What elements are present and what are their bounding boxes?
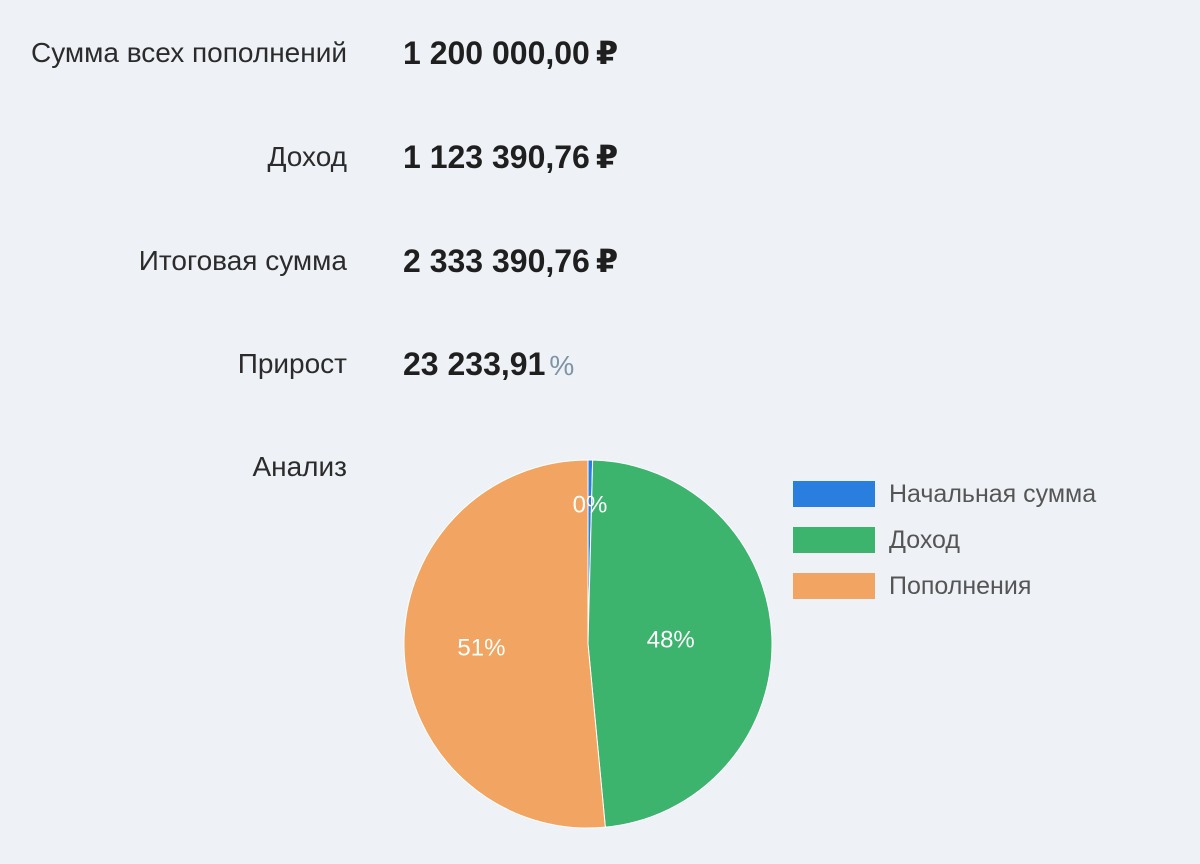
- pie-label-deposits: 51%: [457, 634, 505, 661]
- summary-row-growth: Прирост 23 233,91%: [0, 334, 1200, 394]
- income-value: 1 123 390,76 ₽: [403, 139, 619, 175]
- legend-label-deposits: Пополнения: [889, 572, 1032, 600]
- legend-label-income: Доход: [889, 526, 960, 554]
- summary-row-income: Доход 1 123 390,76 ₽: [0, 127, 1200, 187]
- growth-value: 23 233,91%: [403, 346, 575, 382]
- percent-sign: %: [549, 350, 575, 381]
- pie-label-initial: 0%: [573, 491, 608, 518]
- summary-row-total: Итоговая сумма 2 333 390,76 ₽: [0, 231, 1200, 291]
- total-value: 2 333 390,76 ₽: [403, 243, 619, 279]
- growth-label: Прирост: [237, 348, 347, 379]
- total-label: Итоговая сумма: [138, 245, 347, 276]
- legend-swatch-income: [793, 527, 875, 553]
- analysis-pie-chart[interactable]: 0% 48% 51%: [400, 456, 776, 832]
- pie-slice-deposits[interactable]: [403, 459, 606, 829]
- analysis-label: Анализ: [252, 451, 347, 482]
- legend-swatch-deposits: [793, 573, 875, 599]
- pie-label-income: 48%: [647, 626, 695, 653]
- pie-slice-income[interactable]: [587, 459, 773, 828]
- ruble-sign: ₽: [595, 35, 619, 71]
- deposits-value: 1 200 000,00 ₽: [403, 35, 619, 71]
- analysis-row: Анализ: [0, 437, 1200, 497]
- legend-swatch-initial: [793, 481, 875, 507]
- ruble-sign: ₽: [595, 243, 619, 279]
- ruble-sign: ₽: [595, 139, 619, 175]
- deposits-label: Сумма всех пополнений: [30, 37, 347, 68]
- legend-label-initial: Начальная сумма: [889, 480, 1097, 508]
- income-label: Доход: [267, 141, 347, 172]
- summary-row-deposits: Сумма всех пополнений 1 200 000,00 ₽: [0, 23, 1200, 83]
